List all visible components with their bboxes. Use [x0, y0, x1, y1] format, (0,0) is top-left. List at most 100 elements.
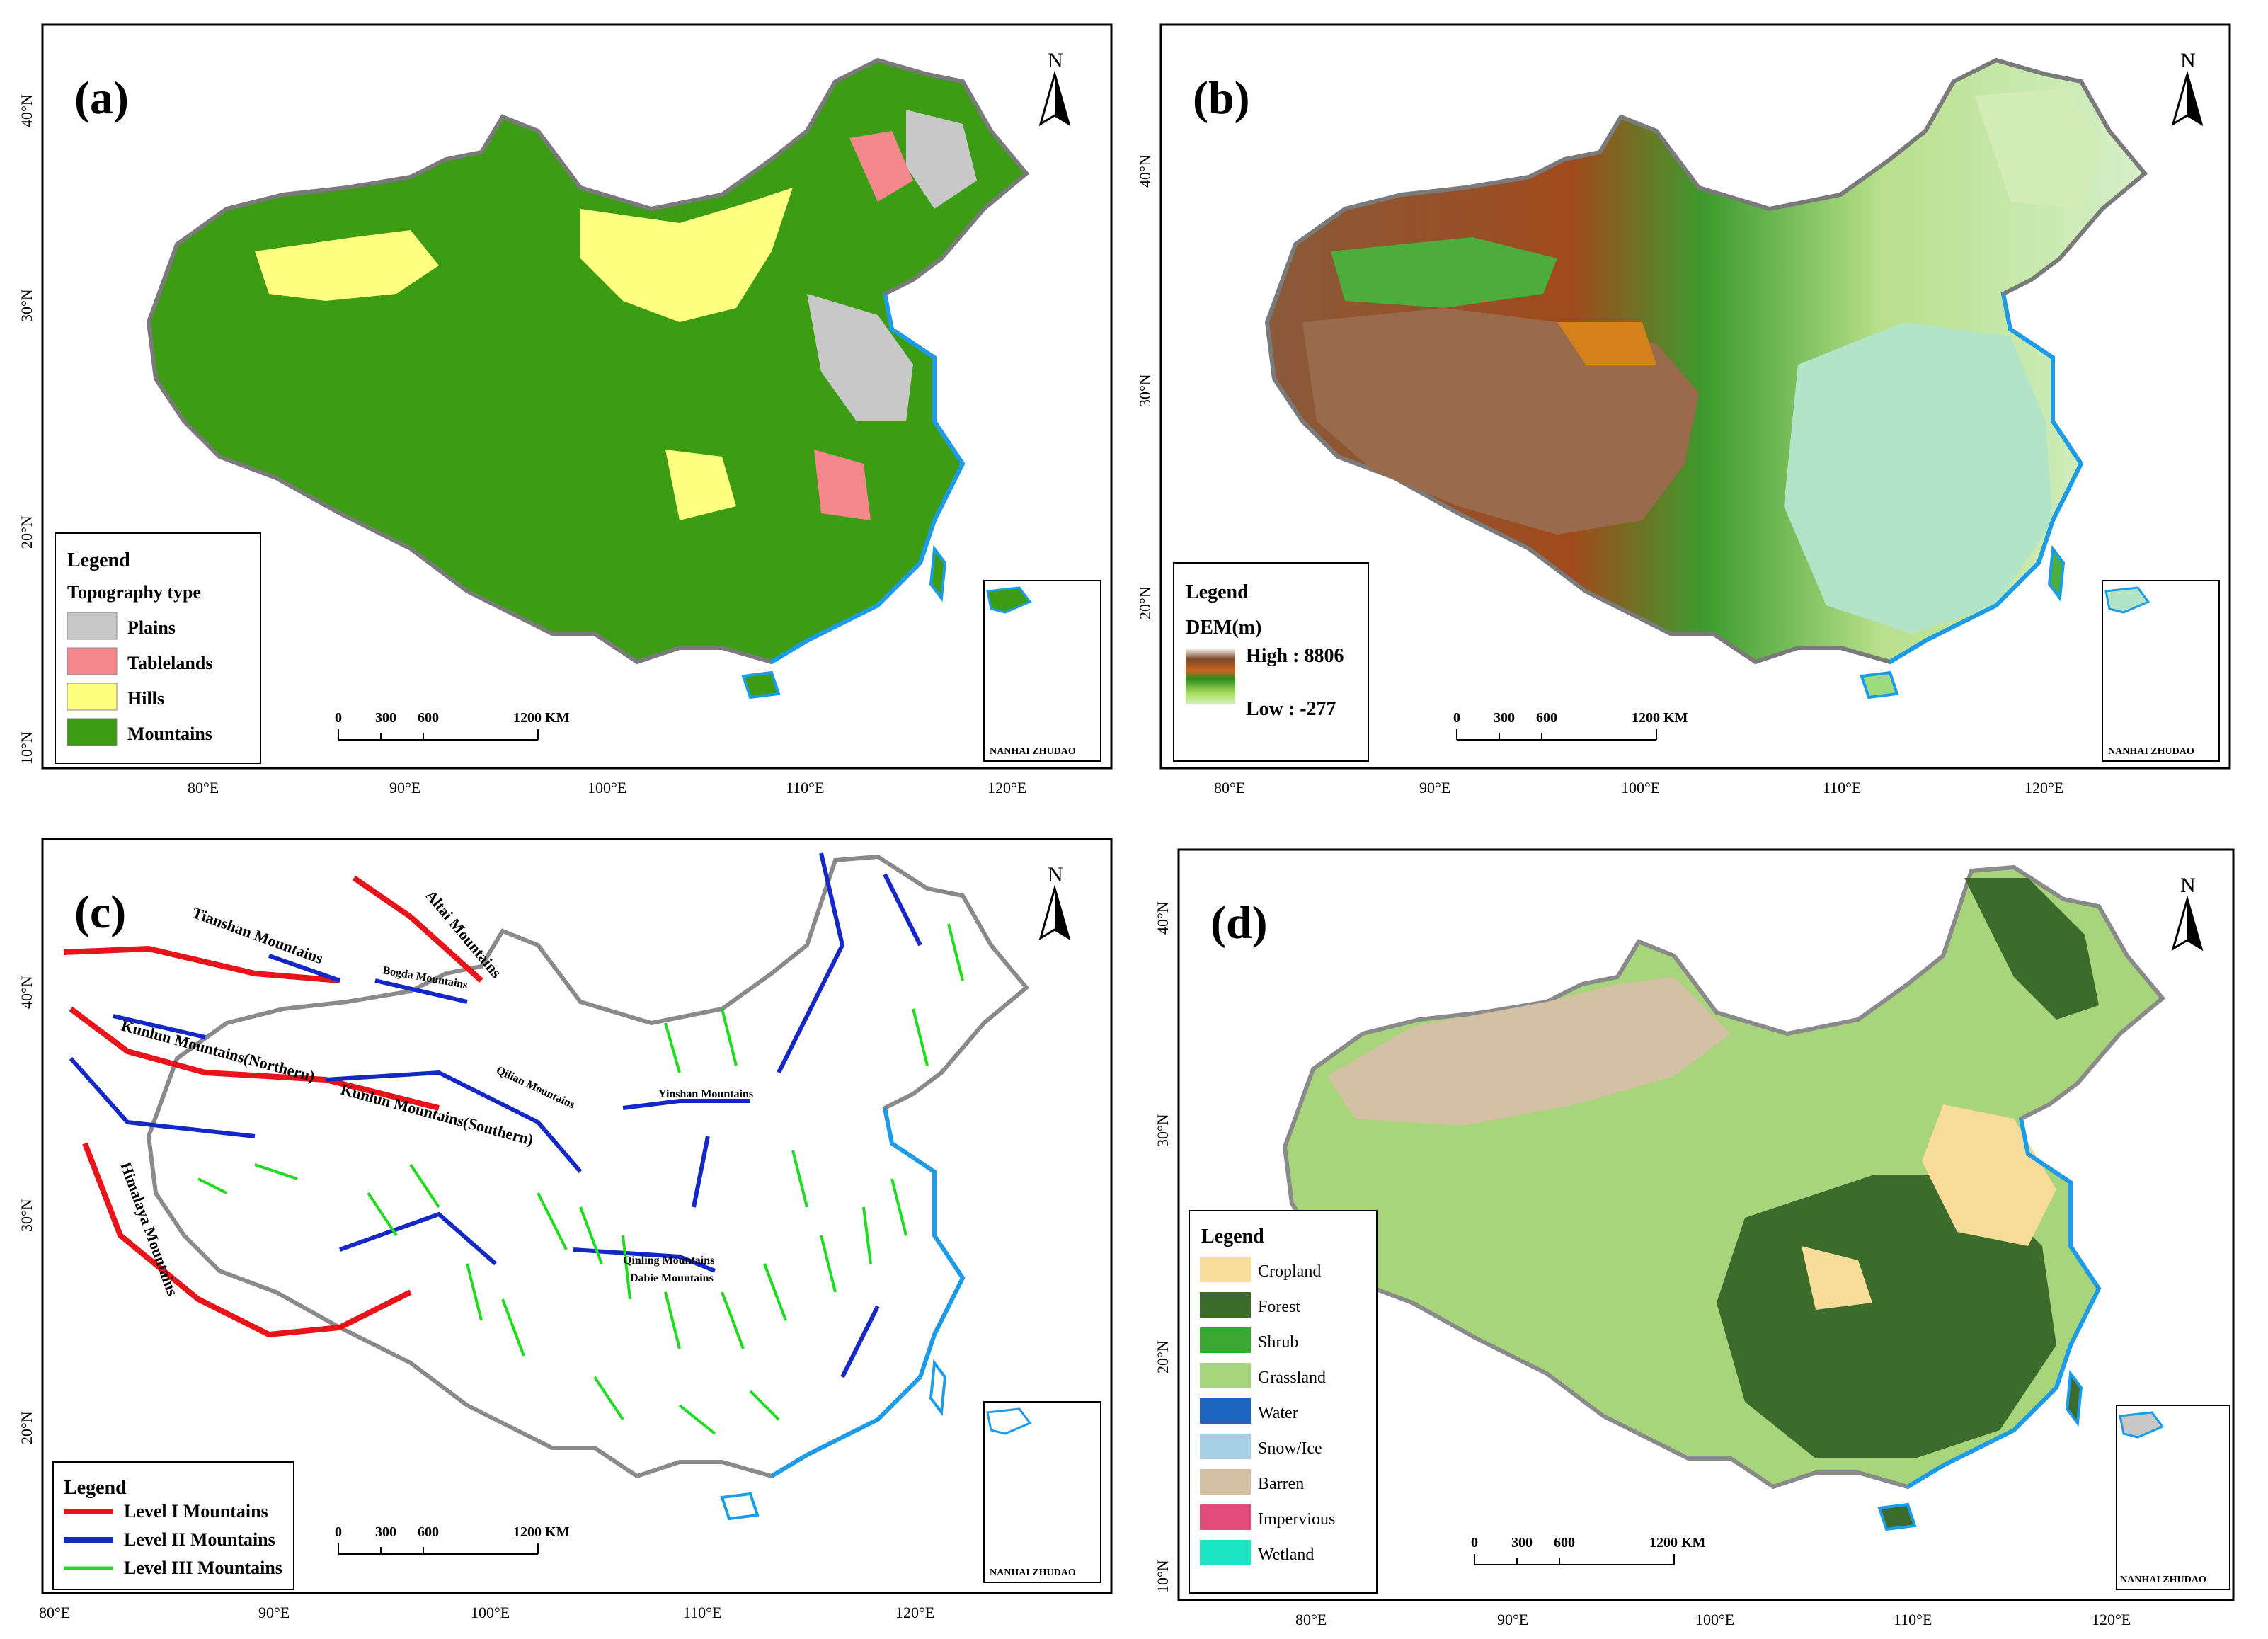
x-tick: 100°E — [1695, 1611, 1734, 1628]
inset-nanhai: NANHAI ZHUDAO — [2102, 580, 2220, 762]
svg-text:N: N — [2180, 874, 2196, 897]
y-tick: 10°N — [18, 731, 35, 765]
cropland-region — [1922, 1104, 2056, 1246]
legend: Legend Cropland Forest Shrub Grassland W… — [1189, 1210, 1378, 1594]
inset-nanhai: NANHAI ZHUDAO — [983, 580, 1101, 762]
hainan-island — [720, 1492, 760, 1521]
x-tick: 100°E — [471, 1604, 510, 1621]
svg-text:Legend: Legend — [1201, 1226, 1264, 1247]
hills-region — [665, 450, 736, 520]
svg-text:600: 600 — [418, 710, 439, 726]
scale-bar: 0 300 600 1200 KM — [335, 710, 570, 741]
panel-c: Altai Mountains Tianshan Mountains Kunlu… — [18, 838, 1113, 1621]
svg-text:0: 0 — [335, 1524, 342, 1540]
mountain-line-level3 — [197, 923, 964, 1435]
svg-text:NANHAI ZHUDAO: NANHAI ZHUDAO — [990, 1567, 1076, 1578]
mountain-line-level2 — [573, 1247, 716, 1273]
svg-text:NANHAI ZHUDAO: NANHAI ZHUDAO — [990, 746, 1076, 757]
hills-region — [255, 230, 439, 301]
dem-high: High : 8806 — [1246, 645, 1344, 667]
legend-item-hills: Hills — [127, 688, 164, 709]
svg-text:300: 300 — [1511, 1535, 1533, 1551]
hainan-island — [1877, 1502, 1917, 1531]
panel-a: (a) N Legend Topography type Plains Tabl… — [18, 23, 1113, 796]
x-tick: 80°E — [1295, 1611, 1327, 1628]
panel-label: (a) — [74, 72, 129, 124]
hills-region — [580, 188, 793, 322]
coastline — [1889, 293, 2084, 664]
panel-label: (d) — [1210, 897, 1268, 949]
scale-bar: 0 300 600 1200 KM — [1453, 710, 1688, 741]
y-tick: 20°N — [1154, 1340, 1172, 1374]
svg-text:NANHAI ZHUDAO: NANHAI ZHUDAO — [2108, 746, 2194, 757]
mountain-line-level2 — [840, 1305, 880, 1378]
forest-region — [1964, 878, 2099, 1020]
inset-nanhai: NANHAI ZHUDAO — [983, 1401, 1101, 1583]
x-tick: 110°E — [786, 779, 824, 796]
y-tick: 40°N — [1154, 901, 1172, 935]
legend-item-snow-ice: Snow/Ice — [1258, 1439, 1322, 1458]
mountain-label: Yinshan Mountains — [658, 1088, 753, 1100]
y-tick: 30°N — [18, 1199, 35, 1232]
dem-color-ramp — [1186, 648, 1235, 704]
x-tick: 90°E — [1497, 1611, 1528, 1628]
legend: Legend Topography type Plains Tablelands… — [55, 532, 261, 764]
y-tick: 20°N — [18, 1411, 35, 1444]
legend-item-plains: Plains — [127, 617, 176, 638]
legend-item-mountains: Mountains — [127, 724, 212, 744]
x-tick: 120°E — [2092, 1611, 2131, 1628]
y-tick: 40°N — [1136, 154, 1154, 188]
y-tick: 30°N — [18, 289, 35, 322]
x-tick: 110°E — [1823, 779, 1861, 796]
dem-low: Low : -277 — [1246, 698, 1336, 720]
mountain-line-level2 — [268, 954, 340, 983]
legend-item-cropland: Cropland — [1258, 1262, 1321, 1281]
hainan-island — [741, 670, 781, 699]
svg-text:NANHAI ZHUDAO: NANHAI ZHUDAO — [2120, 1575, 2206, 1585]
svg-text:Topography type: Topography type — [67, 582, 201, 603]
legend-item-level1: Level I Mountains — [124, 1501, 268, 1521]
taiwan-island — [929, 544, 947, 603]
y-tick: 10°N — [1154, 1560, 1172, 1593]
svg-text:N: N — [2180, 49, 2196, 72]
north-arrow-icon: N — [1038, 863, 1071, 941]
svg-text:300: 300 — [1494, 710, 1515, 726]
scale-bar: 0 300 600 1200 KM — [1471, 1535, 1706, 1565]
taiwan-island — [929, 1359, 947, 1417]
mountain-line-level1 — [63, 945, 340, 983]
panel-b: (b) N Legend DEM(m) High : 8806 Low : -2… — [1136, 23, 2231, 796]
coastline — [770, 1107, 966, 1478]
x-tick: 90°E — [389, 779, 420, 796]
svg-text:0: 0 — [335, 710, 342, 726]
north-arrow-icon: N — [2171, 49, 2204, 127]
tarim-basin — [1331, 237, 1557, 308]
svg-text:Legend: Legend — [64, 1477, 127, 1499]
legend-item-shrub: Shrub — [1258, 1333, 1298, 1352]
mountain-line-level1 — [352, 875, 483, 983]
north-arrow-icon: N — [2171, 874, 2204, 952]
y-tick: 40°N — [18, 976, 35, 1009]
svg-text:1200 KM: 1200 KM — [513, 1524, 570, 1540]
barren-region — [1327, 977, 1731, 1126]
northeast-plain — [1975, 88, 2102, 209]
svg-text:600: 600 — [1554, 1535, 1575, 1551]
svg-text:N: N — [1048, 863, 1063, 886]
mountain-line-level2 — [777, 852, 845, 1074]
svg-text:0: 0 — [1471, 1535, 1478, 1551]
svg-text:600: 600 — [1536, 710, 1557, 726]
panel-label: (c) — [74, 886, 126, 938]
y-tick: 40°N — [18, 94, 35, 127]
tablelands-region — [814, 450, 871, 520]
mountain-label: Dabie Mountains — [630, 1272, 714, 1284]
mountain-line-level2 — [374, 978, 468, 1004]
taiwan-island — [2065, 1369, 2083, 1427]
mountain-line-level2 — [69, 1057, 256, 1138]
mountain-line-level2 — [113, 1014, 206, 1039]
coastline — [770, 293, 966, 664]
legend-item-barren: Barren — [1258, 1475, 1304, 1493]
svg-text:Legend: Legend — [67, 549, 130, 571]
legend-item-impervious: Impervious — [1258, 1510, 1335, 1529]
cropland-region — [1802, 1246, 1872, 1310]
x-tick: 100°E — [588, 779, 626, 796]
